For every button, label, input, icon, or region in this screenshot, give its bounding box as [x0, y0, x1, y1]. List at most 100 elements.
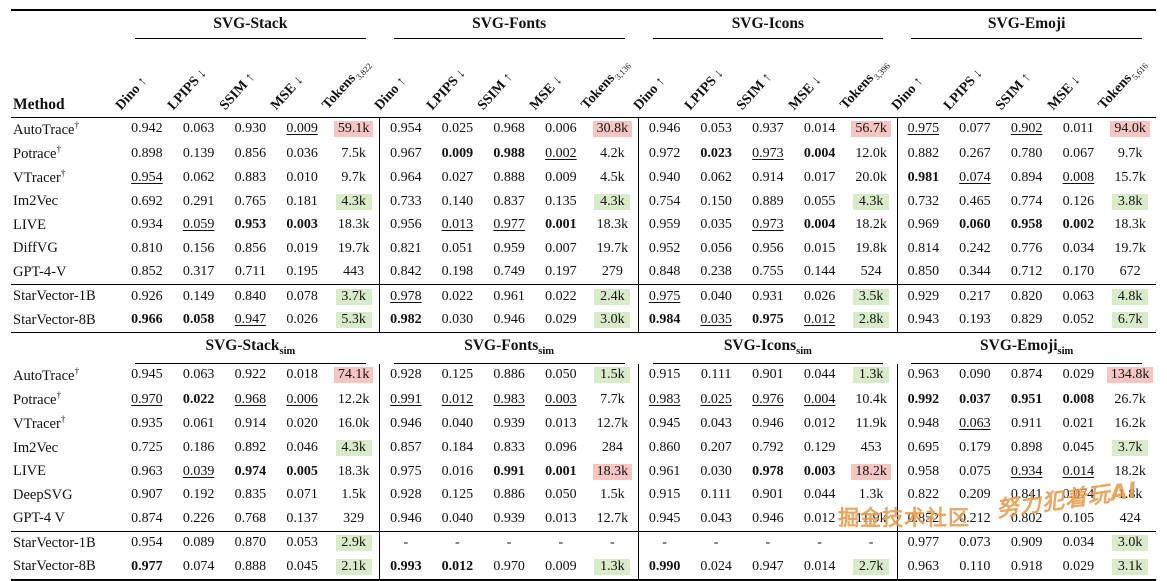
metric-value: 0.974 — [234, 463, 267, 479]
metric-cell: 0.972 — [638, 141, 691, 167]
metric-cell: 0.034 — [1052, 530, 1105, 556]
metric-value: 0.820 — [1010, 288, 1043, 304]
metric-value: 1.3k — [853, 367, 890, 384]
metric-value: 0.074 — [959, 170, 991, 186]
metric-value: 0.207 — [700, 440, 732, 456]
metric-cell: 16.0k — [328, 412, 380, 436]
metric-cell: 0.874 — [1001, 364, 1053, 388]
metric-cell: 16.2k — [1104, 412, 1156, 436]
metric-value: 0.291 — [182, 193, 215, 209]
metric-cell: 20.0k — [846, 166, 898, 190]
metric-cell: 0.139 — [173, 142, 225, 166]
metric-cell: 0.983 — [638, 387, 691, 413]
metric-value: 0.958 — [1010, 217, 1043, 233]
metric-cell: 2.9k — [328, 530, 380, 556]
metric-value: 1.5k — [341, 487, 366, 503]
metric-cell: 0.053 — [276, 530, 328, 556]
metric-value: 0.732 — [907, 193, 940, 209]
metric-value: - — [713, 535, 719, 551]
metric-cell: 0.946 — [379, 412, 432, 437]
metric-cell: 0.009 — [535, 166, 587, 190]
watermark: 掘金技术社区 — [838, 506, 970, 530]
metric-cell: 11.9k — [846, 507, 898, 531]
metric-cell: 18.3k — [328, 460, 380, 484]
metric-value: 16.0k — [337, 416, 370, 432]
metric-value: 0.972 — [648, 145, 681, 161]
metric-cell: 0.014 — [794, 555, 846, 580]
metric-cell: 0.035 — [690, 309, 742, 333]
metric-value: 0.242 — [959, 240, 991, 256]
metric-value: 0.006 — [286, 391, 318, 407]
metric-value: 0.193 — [959, 312, 991, 328]
metric-value: 0.011 — [1062, 121, 1094, 137]
metric-cell: 0.939 — [483, 412, 535, 436]
metric-cell: 0.074 — [1053, 484, 1105, 508]
metric-value: 0.966 — [131, 312, 163, 328]
metric-value: 0.946 — [493, 312, 525, 328]
metric-value: 11.9k — [855, 510, 887, 526]
metric-cell: 0.074 — [173, 555, 225, 580]
metric-cell: 1.8k — [1104, 484, 1156, 508]
table-row: DiffVG 0.810 0.156 0.856 0.019 19.7k 0.821 0.05… — [11, 237, 1156, 261]
table-row: StarVector-1B 0.926 0.149 0.840 0.078 3.7k 0.9… — [11, 284, 1156, 309]
method-column-header: Method — [11, 39, 121, 118]
metric-value: 0.976 — [752, 391, 784, 407]
metric-value: 0.983 — [493, 391, 525, 407]
metric-value: 0.894 — [1010, 170, 1043, 186]
metric-cell: 0.970 — [121, 388, 173, 412]
metric-cell: 0.695 — [896, 436, 949, 461]
metric-cell: 0.135 — [535, 190, 587, 214]
metric-cell: 0.954 — [121, 530, 173, 556]
metric-cell: 0.973 — [742, 214, 794, 238]
metric-cell: 0.004 — [794, 388, 846, 412]
metric-cell: 0.882 — [896, 141, 949, 167]
metric-cell: 0.975 — [379, 460, 432, 484]
metric-value: 0.045 — [1062, 440, 1095, 456]
benchmark-group-header: SVG-Iconssim — [639, 333, 898, 364]
metric-value: 0.918 — [1010, 558, 1043, 574]
metric-value: 0.073 — [959, 535, 991, 551]
metric-value: 0.125 — [441, 487, 474, 503]
metric-value: 0.009 — [441, 145, 474, 161]
metric-value: 0.063 — [1062, 288, 1095, 304]
metric-cell: 0.802 — [1001, 507, 1053, 531]
metric-cell: 19.7k — [1104, 237, 1156, 261]
metric-value: 0.946 — [648, 121, 681, 137]
metric-value: 0.991 — [390, 391, 422, 407]
metric-cell: 0.129 — [794, 437, 846, 461]
metric-value: 1.5k — [600, 487, 625, 503]
metric-cell: 0.186 — [173, 437, 225, 461]
metric-value: 9.7k — [1117, 145, 1143, 161]
metric-cell: 0.902 — [1001, 117, 1053, 142]
metric-cell: 1.3k — [846, 484, 898, 508]
metric-cell: 0.073 — [949, 530, 1001, 556]
metric-cell: 0.056 — [690, 237, 742, 261]
metric-cell: 0.012 — [794, 412, 846, 436]
metric-value: 0.964 — [390, 170, 422, 186]
metric-cell: 0.964 — [379, 166, 432, 191]
metric-value: 12.2k — [337, 391, 370, 407]
metric-value: 0.002 — [1062, 217, 1095, 233]
metric-value: 0.841 — [1010, 487, 1043, 503]
metric-value: 0.013 — [441, 217, 474, 233]
metric-value: 0.953 — [234, 217, 267, 233]
metric-cell: 4.3k — [328, 437, 380, 461]
metric-cell: 0.992 — [896, 387, 949, 413]
metric-value: 0.111 — [700, 487, 732, 503]
metric-value: 0.043 — [700, 416, 732, 432]
metric-cell: 0.914 — [742, 166, 794, 190]
metric-value: 0.018 — [286, 367, 318, 383]
metric-value: 19.8k — [855, 240, 887, 256]
metric-value: 0.150 — [700, 193, 732, 209]
metric-cell: 0.976 — [742, 388, 794, 412]
metric-value: 0.915 — [648, 487, 681, 503]
metric-value: 329 — [343, 510, 365, 526]
metric-value: 0.139 — [182, 145, 215, 161]
metric-value: 0.063 — [182, 121, 215, 137]
metric-cell: 0.915 — [638, 483, 691, 508]
table-row: StarVector-1B 0.954 0.089 0.870 0.053 2.9k - - -… — [11, 530, 1156, 556]
metric-cell: 0.982 — [379, 308, 432, 333]
metric-value: 0.050 — [545, 367, 577, 383]
metric-cell: 0.149 — [172, 284, 225, 309]
method-name: VTracer† — [13, 415, 66, 433]
